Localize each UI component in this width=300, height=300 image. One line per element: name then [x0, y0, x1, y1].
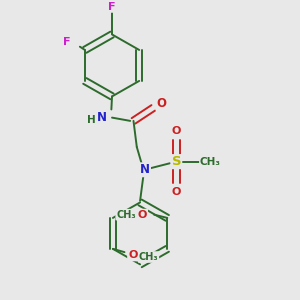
- Text: N: N: [97, 111, 107, 124]
- Text: F: F: [108, 2, 116, 12]
- Text: O: O: [172, 126, 181, 136]
- Text: F: F: [63, 37, 70, 47]
- Text: CH₃: CH₃: [116, 210, 136, 220]
- Text: O: O: [157, 98, 166, 110]
- Text: CH₃: CH₃: [200, 157, 221, 166]
- Text: S: S: [172, 155, 181, 168]
- Text: CH₃: CH₃: [139, 252, 158, 262]
- Text: H: H: [87, 115, 96, 124]
- Text: O: O: [128, 250, 137, 260]
- Text: N: N: [140, 163, 150, 176]
- Text: O: O: [172, 187, 181, 197]
- Text: O: O: [138, 210, 147, 220]
